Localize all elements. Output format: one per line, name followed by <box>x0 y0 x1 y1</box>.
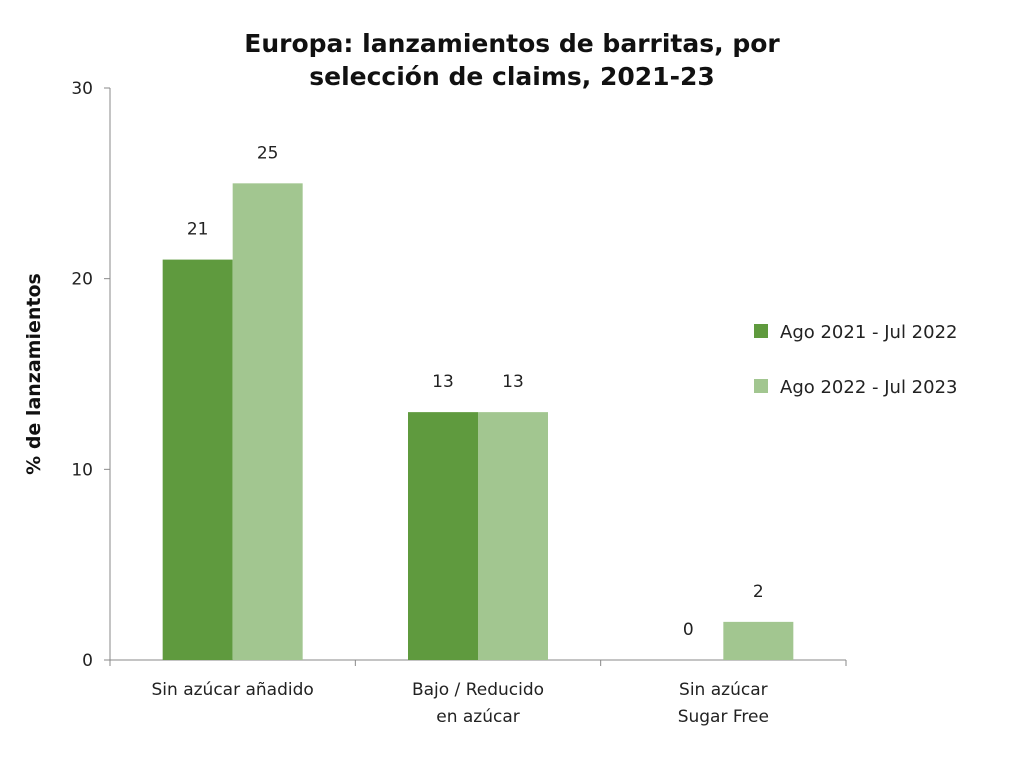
y-tick-label: 0 <box>82 651 93 671</box>
y-tick-label: 30 <box>71 79 93 99</box>
chart-title: Europa: lanzamientos de barritas, por <box>244 29 780 58</box>
y-tick-label: 20 <box>71 270 93 290</box>
bar-2 <box>232 183 303 661</box>
data-label: 13 <box>502 372 524 392</box>
x-category-label: Sin azúcar añadido <box>152 680 314 700</box>
x-category-label: en azúcar <box>436 707 520 727</box>
chart-title: selección de claims, 2021-23 <box>309 62 715 91</box>
y-tick-label: 10 <box>71 460 93 480</box>
x-category-label: Sugar Free <box>678 707 769 727</box>
bar-1 <box>162 259 233 660</box>
data-label: 0 <box>683 620 694 640</box>
legend-swatch <box>754 324 768 338</box>
bar-2 <box>723 621 794 660</box>
y-axis-label: % de lanzamientos <box>23 273 45 475</box>
legend-label: Ago 2022 - Jul 2023 <box>780 377 957 398</box>
bar-2 <box>478 412 548 660</box>
legend-swatch <box>754 379 768 393</box>
data-label: 25 <box>257 143 279 163</box>
data-label: 13 <box>432 372 454 392</box>
x-category-label: Sin azúcar <box>679 680 768 700</box>
data-label: 21 <box>187 220 209 240</box>
data-label: 2 <box>753 582 764 602</box>
legend-label: Ago 2021 - Jul 2022 <box>780 322 957 343</box>
x-category-label: Bajo / Reducido <box>412 680 544 700</box>
bar-1 <box>408 412 478 660</box>
